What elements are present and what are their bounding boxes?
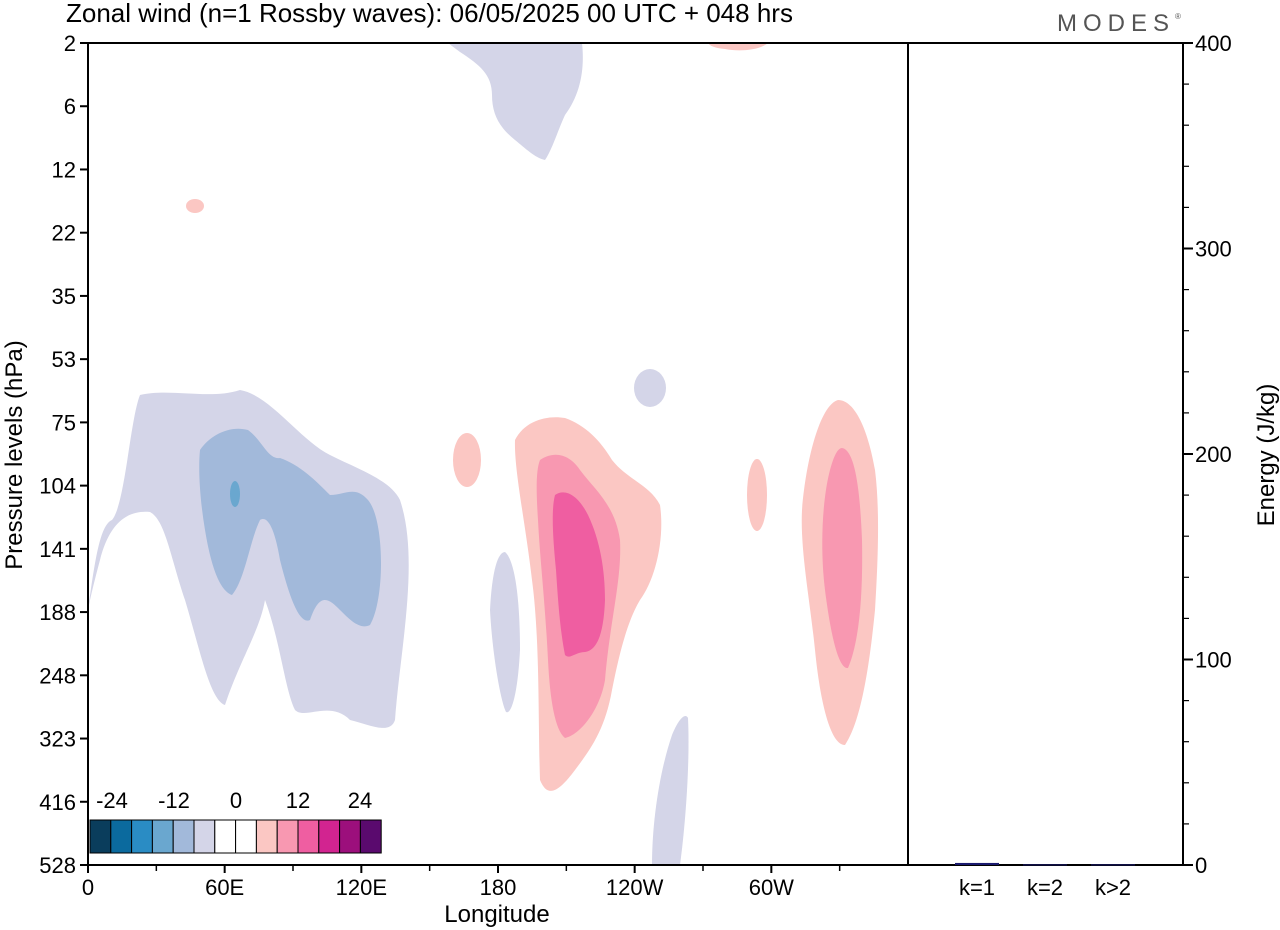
energy-tick-label: 200 bbox=[1195, 442, 1232, 467]
y-tick-label: 2 bbox=[64, 31, 76, 56]
colorbar-swatch bbox=[318, 819, 341, 854]
energy-bars bbox=[955, 862, 1135, 866]
colorbar-label: 24 bbox=[348, 788, 372, 813]
registered-mark: ® bbox=[1175, 12, 1181, 21]
contour-negative-strip bbox=[490, 552, 520, 713]
contour-positive-spot-a bbox=[186, 199, 204, 213]
y-tick-label: 12 bbox=[52, 157, 76, 182]
energy-tick-label: 400 bbox=[1195, 31, 1232, 56]
colorbar-swatch bbox=[276, 819, 299, 854]
bar-category-labels: k=1 k=2 k>2 bbox=[959, 875, 1131, 900]
energy-bar bbox=[1023, 864, 1067, 866]
contour-positive-right-inner bbox=[822, 448, 863, 669]
colorbar bbox=[89, 819, 382, 854]
contour-negative-bottom bbox=[652, 715, 689, 865]
y-tick-label: 6 bbox=[64, 94, 76, 119]
colorbar-label: 0 bbox=[230, 788, 242, 813]
contour-negative-core bbox=[230, 481, 240, 507]
y-tick-label: 248 bbox=[39, 663, 76, 688]
colorbar-label: -12 bbox=[158, 788, 190, 813]
x-tick-label: 60W bbox=[749, 875, 794, 900]
y-axis-pressure: 2 6 12 22 35 53 75 104 141 188 248 323 416 528 bbox=[39, 31, 88, 878]
colorbar-swatch bbox=[359, 819, 382, 854]
y-tick-label: 22 bbox=[52, 221, 76, 246]
contour-negative-outer bbox=[88, 390, 409, 728]
colorbar-swatch bbox=[255, 819, 278, 854]
colorbar-swatch bbox=[172, 819, 195, 854]
colorbar-swatch bbox=[151, 819, 174, 854]
bar-category-label: k>2 bbox=[1095, 875, 1131, 900]
contour-positive-spot-b bbox=[708, 43, 768, 51]
energy-axis-title: Energy (J/kg) bbox=[1253, 384, 1280, 527]
colorbar-swatch bbox=[193, 819, 216, 854]
colorbar-labels: -24 -12 0 12 24 bbox=[96, 788, 372, 813]
y-tick-label: 416 bbox=[39, 790, 76, 815]
y-tick-label: 188 bbox=[39, 600, 76, 625]
energy-tick-label: 300 bbox=[1195, 237, 1232, 262]
colorbar-swatch bbox=[110, 819, 133, 854]
colorbar-label: 12 bbox=[286, 788, 310, 813]
energy-tick-label: 0 bbox=[1195, 853, 1207, 878]
y-tick-label: 141 bbox=[39, 537, 76, 562]
y-tick-label: 528 bbox=[39, 853, 76, 878]
y-axis-title: Pressure levels (hPa) bbox=[1, 340, 28, 569]
x-tick-label: 180 bbox=[480, 875, 517, 900]
x-axis-title: Longitude bbox=[444, 901, 549, 928]
colorbar-swatch bbox=[297, 819, 320, 854]
y-tick-label: 75 bbox=[52, 410, 76, 435]
y-tick-label: 104 bbox=[39, 474, 76, 499]
energy-tick-label: 100 bbox=[1195, 648, 1232, 673]
colorbar-swatch bbox=[235, 819, 257, 854]
x-tick-label: 0 bbox=[82, 875, 94, 900]
x-tick-label: 120E bbox=[336, 875, 387, 900]
x-tick-label: 60E bbox=[205, 875, 244, 900]
x-axis-longitude: 0 60E 120E 180 120W 60W bbox=[82, 865, 841, 900]
contour-negative-inner bbox=[199, 428, 382, 627]
bar-category-label: k=2 bbox=[1027, 875, 1063, 900]
heatmap-contours bbox=[88, 43, 879, 865]
y-tick-label: 53 bbox=[52, 347, 76, 372]
y-tick-label: 35 bbox=[52, 284, 76, 309]
x-tick-label: 120W bbox=[606, 875, 664, 900]
energy-bar bbox=[955, 862, 999, 865]
energy-bar bbox=[1091, 864, 1135, 866]
bar-category-label: k=1 bbox=[959, 875, 995, 900]
y-tick-label: 323 bbox=[39, 727, 76, 752]
contour-positive-core bbox=[552, 492, 605, 657]
chart-title: Zonal wind (n=1 Rossby waves): 06/05/202… bbox=[66, 0, 793, 28]
y-axis-energy: 0 100 200 300 400 bbox=[1183, 31, 1232, 878]
contour-positive-spot-c bbox=[453, 433, 481, 487]
contour-negative-small bbox=[634, 369, 666, 407]
contour-negative-top bbox=[448, 43, 583, 160]
brand-text: MODES bbox=[1057, 10, 1176, 37]
colorbar-label: -24 bbox=[96, 788, 128, 813]
contour-positive-spot-d bbox=[747, 459, 767, 531]
colorbar-swatch bbox=[89, 819, 112, 854]
colorbar-swatch bbox=[131, 819, 153, 854]
colorbar-swatch bbox=[214, 819, 237, 854]
modes-logo: MODES® bbox=[1057, 10, 1181, 38]
colorbar-swatch bbox=[339, 819, 361, 854]
